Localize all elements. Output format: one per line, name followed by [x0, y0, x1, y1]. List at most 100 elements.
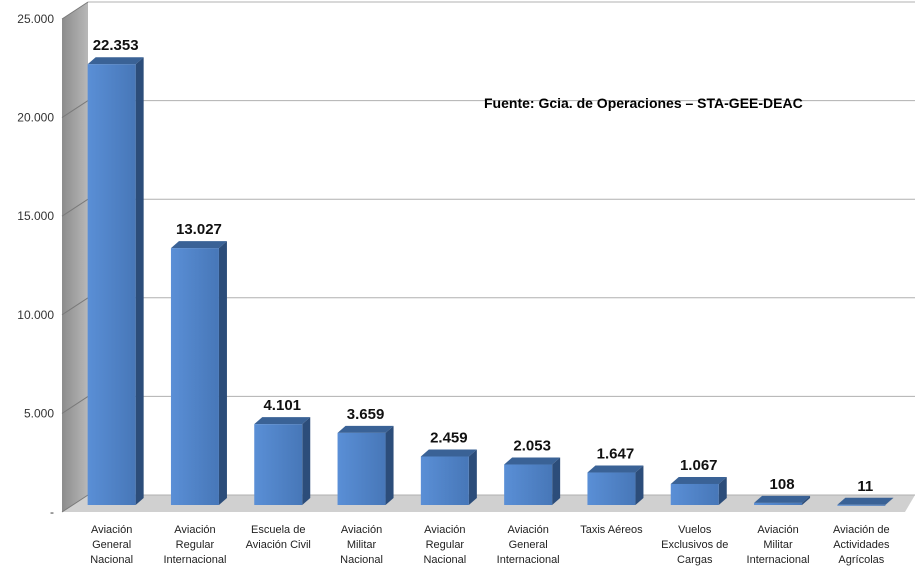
gridline-side [61, 198, 89, 217]
category-label: Vuelos Exclusivos de Cargas [661, 524, 728, 566]
bar-side [552, 457, 561, 505]
bar-front [837, 504, 886, 506]
bar [670, 476, 727, 505]
category-label-line: Escuela de [251, 524, 305, 536]
gridline-side [61, 494, 89, 513]
bar-side [135, 57, 144, 505]
category-label-line: Aviación Civil [246, 539, 311, 551]
y-tick-label: 25.000 [17, 12, 54, 26]
category-label-line: Internacional [163, 554, 226, 566]
category-label-line: Taxis Aéreos [580, 524, 643, 536]
category-label-line: Regular [426, 539, 465, 551]
category-label: Aviación Regular Nacional [423, 524, 466, 566]
bar-top [587, 465, 644, 473]
bar-front [587, 472, 636, 505]
category-label: Aviación Regular Internacional [163, 524, 226, 566]
gridline-side [61, 1, 89, 20]
bar-side [468, 449, 477, 505]
category-label-line: Agrícolas [838, 554, 884, 566]
bar-front [670, 483, 719, 505]
category-label-line: Aviación [341, 524, 382, 536]
category-label-line: Nacional [90, 554, 133, 566]
bar-top [87, 57, 144, 65]
bar-top [504, 457, 561, 465]
data-label: 3.659 [347, 406, 385, 423]
category-label-line: Internacional [747, 554, 810, 566]
category-label: Aviación de Actividades Agrícolas [833, 524, 890, 566]
category-label-line: Aviación de [833, 524, 890, 536]
bar-front [504, 464, 553, 505]
data-label: 11 [857, 478, 873, 495]
category-label-line: Nacional [423, 554, 466, 566]
data-label: 2.053 [513, 438, 551, 455]
category-label: Aviación General Internacional [497, 524, 560, 566]
source-annotation: Fuente: Gcia. de Operaciones – STA-GEE-D… [484, 95, 803, 111]
bar-side [635, 465, 644, 505]
bar-front [170, 248, 219, 506]
data-labels: 22.353 13.027 4.101 3.659 2.459 2.053 1.647 1.0… [93, 37, 874, 495]
bar-front [337, 432, 386, 505]
category-label-line: Regular [176, 539, 215, 551]
category-label-line: Militar [347, 539, 377, 551]
category-label-line: Actividades [833, 539, 890, 551]
category-labels: Aviación General Nacional Aviación Regular In… [90, 524, 890, 566]
category-label: Aviación Militar Internacional [747, 524, 810, 566]
bar-top [837, 497, 894, 505]
category-label-line: Exclusivos de [661, 539, 728, 551]
category-label-line: Aviación [424, 524, 465, 536]
side-wall [62, 2, 88, 512]
gridline-side [61, 395, 89, 414]
data-label: 22.353 [93, 37, 139, 54]
gridline-side [61, 297, 89, 316]
bar-side [385, 425, 394, 505]
category-label-line: Vuelos [678, 524, 712, 536]
y-tick-label: 10.000 [17, 308, 54, 322]
category-label-line: Cargas [677, 554, 713, 566]
data-label: 108 [770, 476, 795, 493]
y-tick-label: 15.000 [17, 209, 54, 223]
category-label-line: General [509, 539, 548, 551]
category-label-line: Militar [763, 539, 793, 551]
bar-front [420, 456, 469, 505]
y-axis-ticks: - 5.000 10.000 15.000 20.000 25.000 [17, 12, 54, 519]
bar-side [718, 476, 727, 505]
category-label: Aviación Militar Nacional [340, 524, 383, 566]
data-label: 1.067 [680, 457, 718, 474]
gridline-side [61, 100, 89, 119]
bar [754, 495, 811, 505]
bar [837, 497, 894, 506]
bar [420, 449, 477, 505]
data-label: 13.027 [176, 221, 222, 238]
bar [504, 457, 561, 505]
category-label-line: Aviación [91, 524, 132, 536]
data-label: 2.459 [430, 430, 468, 447]
bar-side [302, 417, 311, 505]
bar [254, 417, 311, 505]
category-label-line: Aviación [507, 524, 548, 536]
bar-top [170, 241, 227, 249]
category-label-line: Aviación [174, 524, 215, 536]
category-label-line: General [92, 539, 131, 551]
bar-side [802, 495, 811, 505]
category-label: Escuela de Aviación Civil [246, 524, 311, 551]
bar-top [254, 417, 311, 425]
y-tick-label: 5.000 [24, 406, 54, 420]
bar-front [87, 64, 136, 505]
bar [87, 57, 144, 505]
data-label: 4.101 [263, 397, 301, 414]
bar-top [337, 425, 394, 433]
category-label-line: Internacional [497, 554, 560, 566]
y-tick-label: - [50, 505, 54, 519]
bar-side [218, 241, 227, 506]
category-label-line: Aviación [757, 524, 798, 536]
category-label-line: Nacional [340, 554, 383, 566]
data-label: 1.647 [597, 446, 635, 463]
category-label: Aviación General Nacional [90, 524, 133, 566]
bars [87, 57, 894, 506]
bar [337, 425, 394, 505]
bar-front [754, 502, 803, 505]
bar-side [885, 497, 894, 505]
category-label: Taxis Aéreos [580, 524, 643, 536]
